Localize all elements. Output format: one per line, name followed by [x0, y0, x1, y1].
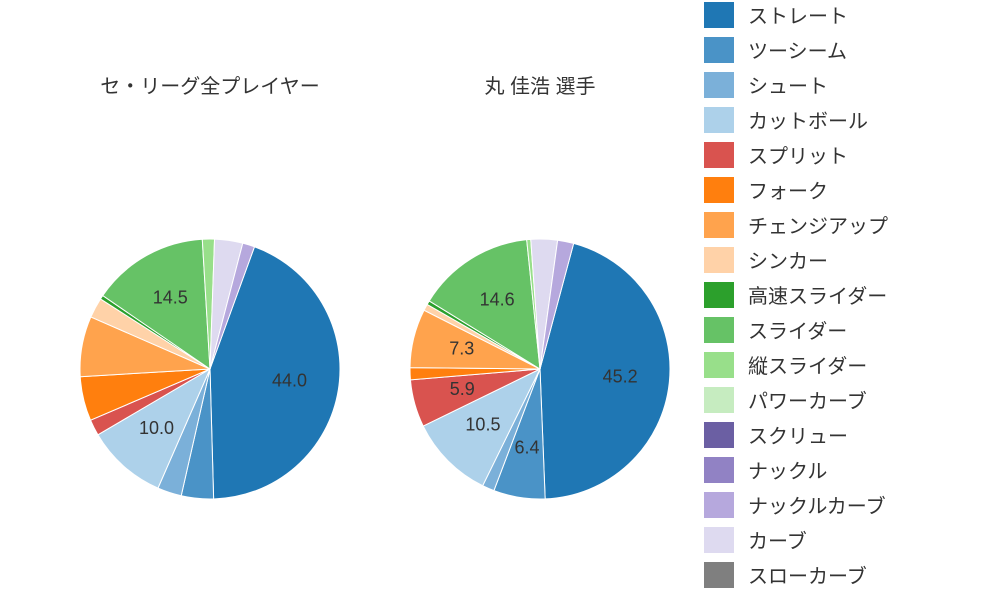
legend-item: ストレート — [704, 0, 1000, 29]
charts-area: セ・リーグ全プレイヤー 44.0 10.0 14.5 丸 佳浩 選手 45.2 6.4 10.… — [0, 0, 700, 600]
slice-value-label: 10.5 — [465, 415, 500, 435]
slice-value-label: 5.9 — [450, 379, 475, 399]
legend-swatch — [704, 317, 734, 343]
legend: ストレートツーシームシュートカットボールスプリットフォークチェンジアップシンカー… — [700, 0, 1000, 600]
legend-item: スローカーブ — [704, 560, 1000, 589]
legend-swatch — [704, 352, 734, 378]
legend-item: シュート — [704, 70, 1000, 99]
legend-label: パワーカーブ — [748, 385, 867, 414]
legend-swatch — [704, 492, 734, 518]
legend-swatch — [704, 247, 734, 273]
legend-label: ストレート — [748, 0, 848, 29]
legend-swatch — [704, 37, 734, 63]
legend-label: 縦スライダー — [748, 350, 867, 379]
slice-value-label: 44.0 — [272, 371, 307, 391]
legend-item: ツーシーム — [704, 35, 1000, 64]
legend-item: 高速スライダー — [704, 280, 1000, 309]
legend-label: シュート — [748, 70, 828, 99]
chart-title: 丸 佳浩 選手 — [380, 70, 700, 99]
legend-swatch — [704, 72, 734, 98]
legend-label: ツーシーム — [748, 35, 847, 64]
legend-item: スプリット — [704, 140, 1000, 169]
legend-label: スプリット — [748, 140, 848, 169]
legend-swatch — [704, 107, 734, 133]
legend-label: スローカーブ — [748, 560, 867, 589]
legend-item: スライダー — [704, 315, 1000, 344]
legend-swatch — [704, 562, 734, 588]
legend-label: シンカー — [748, 245, 828, 274]
legend-label: スクリュー — [748, 420, 848, 449]
slice-value-label: 10.0 — [139, 418, 174, 438]
legend-label: チェンジアップ — [748, 210, 888, 239]
legend-swatch — [704, 212, 734, 238]
pie-svg: 45.2 6.4 10.5 5.9 7.3 14.6 — [380, 99, 700, 519]
legend-swatch — [704, 177, 734, 203]
legend-item: カーブ — [704, 525, 1000, 554]
slice-value-label: 6.4 — [515, 437, 540, 457]
legend-label: フォーク — [748, 175, 828, 204]
legend-swatch — [704, 422, 734, 448]
legend-label: カットボール — [748, 105, 868, 134]
legend-swatch — [704, 387, 734, 413]
slice-value-label: 7.3 — [449, 339, 474, 359]
legend-item: チェンジアップ — [704, 210, 1000, 239]
legend-swatch — [704, 527, 734, 553]
legend-label: 高速スライダー — [748, 280, 887, 309]
legend-swatch — [704, 282, 734, 308]
pie-chart-league: セ・リーグ全プレイヤー 44.0 10.0 14.5 — [50, 0, 370, 519]
legend-item: ナックル — [704, 455, 1000, 484]
legend-swatch — [704, 142, 734, 168]
chart-title: セ・リーグ全プレイヤー — [50, 70, 370, 99]
legend-swatch — [704, 457, 734, 483]
legend-swatch — [704, 2, 734, 28]
slice-value-label: 45.2 — [603, 367, 638, 387]
legend-item: ナックルカーブ — [704, 490, 1000, 519]
legend-label: カーブ — [748, 525, 807, 554]
legend-item: 縦スライダー — [704, 350, 1000, 379]
slice-value-label: 14.6 — [480, 290, 515, 310]
legend-item: フォーク — [704, 175, 1000, 204]
slice-value-label: 14.5 — [153, 288, 188, 308]
legend-item: カットボール — [704, 105, 1000, 134]
legend-item: パワーカーブ — [704, 385, 1000, 414]
legend-item: シンカー — [704, 245, 1000, 274]
legend-label: ナックルカーブ — [748, 490, 886, 519]
pie-svg: 44.0 10.0 14.5 — [50, 99, 370, 519]
legend-label: スライダー — [748, 315, 847, 344]
chart-container: セ・リーグ全プレイヤー 44.0 10.0 14.5 丸 佳浩 選手 45.2 6.4 10.… — [0, 0, 1000, 600]
legend-label: ナックル — [748, 455, 827, 484]
legend-item: スクリュー — [704, 420, 1000, 449]
pie-chart-player: 丸 佳浩 選手 45.2 6.4 10.5 5.9 7.3 14.6 — [380, 0, 700, 519]
